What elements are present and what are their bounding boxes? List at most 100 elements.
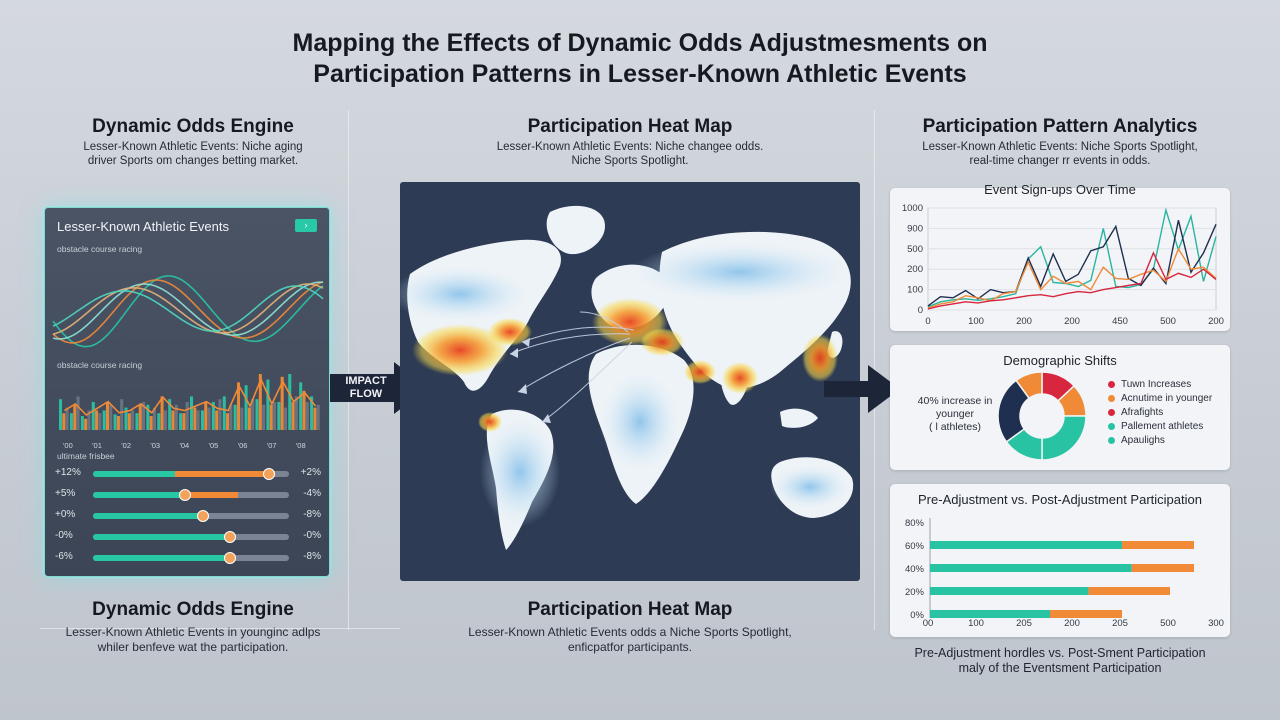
- signups-series-line: [927, 247, 1217, 309]
- slider-fill-orange: [175, 471, 276, 477]
- signups-series-line: [927, 207, 1217, 308]
- slider-fill-orange: [185, 492, 239, 498]
- odds-bar: [65, 407, 69, 430]
- demographic-donut-chart: [997, 371, 1087, 461]
- odds-bar: [171, 410, 175, 430]
- demographic-note-1: 40% increase in: [917, 395, 993, 407]
- legend-item: Acnutime in younger: [1108, 393, 1212, 404]
- odds-engine-bottom-heading: Dynamic Odds Engine: [92, 599, 294, 620]
- line-y-tick: 100: [907, 285, 923, 296]
- slider-right-value: +2%: [300, 467, 321, 478]
- odds-bar: [135, 413, 139, 430]
- heat-map-sub-2: Niche Sports Spotlight.: [571, 155, 689, 167]
- odds-bar: [299, 382, 303, 430]
- odds-engine-bottom-subtitle: Lesser-Known Athletic Events in younginc…: [26, 625, 360, 655]
- slider-track[interactable]: [93, 531, 289, 543]
- hbar-pre-bar: [930, 610, 1050, 618]
- odds-slider[interactable]: -6% -8%: [55, 551, 321, 565]
- odds-bar: [273, 402, 277, 430]
- bar-tick-label: '08: [296, 441, 306, 450]
- legend-label: Afrafights: [1121, 407, 1164, 418]
- odds-bar: [190, 396, 194, 430]
- odds-bar: [302, 390, 306, 430]
- odds-slider[interactable]: +12% +2%: [55, 467, 321, 481]
- odds-bar: [266, 379, 270, 430]
- odds-bar: [283, 407, 287, 430]
- line-x-tick: 200: [1064, 316, 1080, 327]
- demographic-card: Demographic Shifts 40% increase in young…: [890, 345, 1230, 470]
- slider-fill-teal: [93, 555, 231, 561]
- legend-dot-icon: [1108, 394, 1115, 402]
- impact-flow-label: IMPACT FLOW: [336, 375, 396, 401]
- slider-fill-teal: [93, 492, 186, 498]
- line-x-tick: 450: [1112, 316, 1128, 327]
- hbar-pre-bar: [930, 564, 1132, 572]
- donut-slice: [1041, 415, 1087, 461]
- bar-tick-label: '06: [238, 441, 248, 450]
- slider-left-value: +0%: [55, 509, 76, 520]
- odds-bar: [305, 402, 309, 430]
- signups-line-card: Event Sign-ups Over Time 0 100 200 500 900 10…: [890, 182, 1230, 331]
- hbar-x-tick: 205: [1016, 618, 1032, 629]
- odds-slider[interactable]: +0% -8%: [55, 509, 321, 523]
- odds-bar: [62, 413, 66, 430]
- slider-right-value: -4%: [303, 488, 321, 499]
- bar-tick-label: '05: [209, 441, 219, 450]
- slider-handle[interactable]: [224, 552, 237, 564]
- odds-bar: [218, 399, 222, 430]
- panel-title: Lesser-Known Athletic Events: [57, 219, 229, 234]
- odds-bar: [113, 414, 117, 430]
- legend-item: Tuwn Increases: [1108, 379, 1191, 390]
- slider-track[interactable]: [93, 552, 289, 564]
- slider-handle[interactable]: [196, 510, 209, 522]
- odds-bar: [105, 402, 110, 430]
- panel-toggle-button[interactable]: ›: [295, 219, 317, 232]
- slider-left-value: +5%: [55, 488, 76, 499]
- odds-slider[interactable]: +5% -4%: [55, 488, 321, 502]
- wave-chart-label: obstacle course racing: [57, 244, 143, 254]
- slider-track[interactable]: [93, 510, 289, 522]
- odds-bar: [149, 416, 153, 430]
- line-y-tick: 200: [907, 264, 923, 275]
- hbar-x-tick: 100: [968, 618, 984, 629]
- legend-dot-icon: [1108, 408, 1115, 416]
- slider-handle[interactable]: [263, 468, 276, 480]
- odds-bar: [98, 413, 102, 430]
- heat-map-bottom-sub-2: enficpatfor participants.: [567, 640, 693, 654]
- odds-bar: [247, 407, 251, 430]
- odds-bar: [229, 404, 233, 430]
- slider-track[interactable]: [93, 489, 289, 501]
- hbar-y-tick: 40%: [905, 564, 925, 575]
- odds-bar: [120, 399, 124, 430]
- odds-bar: [251, 399, 255, 430]
- odds-bar: [310, 396, 314, 430]
- slider-fill-teal: [93, 513, 203, 519]
- odds-bar: [200, 410, 204, 430]
- legend-item: Afrafights: [1108, 407, 1163, 418]
- slider-handle[interactable]: [224, 531, 237, 543]
- line-x-tick: 200: [1016, 316, 1032, 327]
- odds-bar: [76, 396, 80, 430]
- odds-bar: [185, 402, 189, 430]
- hbar-x-tick: 500: [1160, 618, 1176, 629]
- bar-chart-label: obstacle course racing: [57, 360, 143, 370]
- hbar-post-bar: [1122, 541, 1194, 549]
- odds-bar: [207, 407, 211, 430]
- slider-track[interactable]: [93, 468, 289, 480]
- hbar-y-tick: 80%: [905, 518, 925, 529]
- odds-engine-bottom-sub-1: Lesser-Known Athletic Events in younginc…: [65, 625, 321, 639]
- odds-slider[interactable]: -0% -0%: [55, 530, 321, 544]
- odds-bar: [255, 399, 259, 430]
- line-x-tick: 100: [968, 316, 984, 327]
- line-y-tick: 900: [907, 223, 923, 234]
- wave-line: [52, 275, 324, 348]
- hbar-y-tick: 20%: [905, 587, 925, 598]
- odds-bar: [179, 413, 183, 430]
- slider-right-value: -8%: [303, 509, 321, 520]
- slider-handle[interactable]: [179, 489, 192, 501]
- slider-fill-teal: [93, 471, 176, 477]
- odds-bar: [294, 396, 298, 430]
- bar-tick-label: '01: [92, 441, 102, 450]
- bar-tick-label: '04: [179, 441, 189, 450]
- legend-dot-icon: [1108, 422, 1115, 430]
